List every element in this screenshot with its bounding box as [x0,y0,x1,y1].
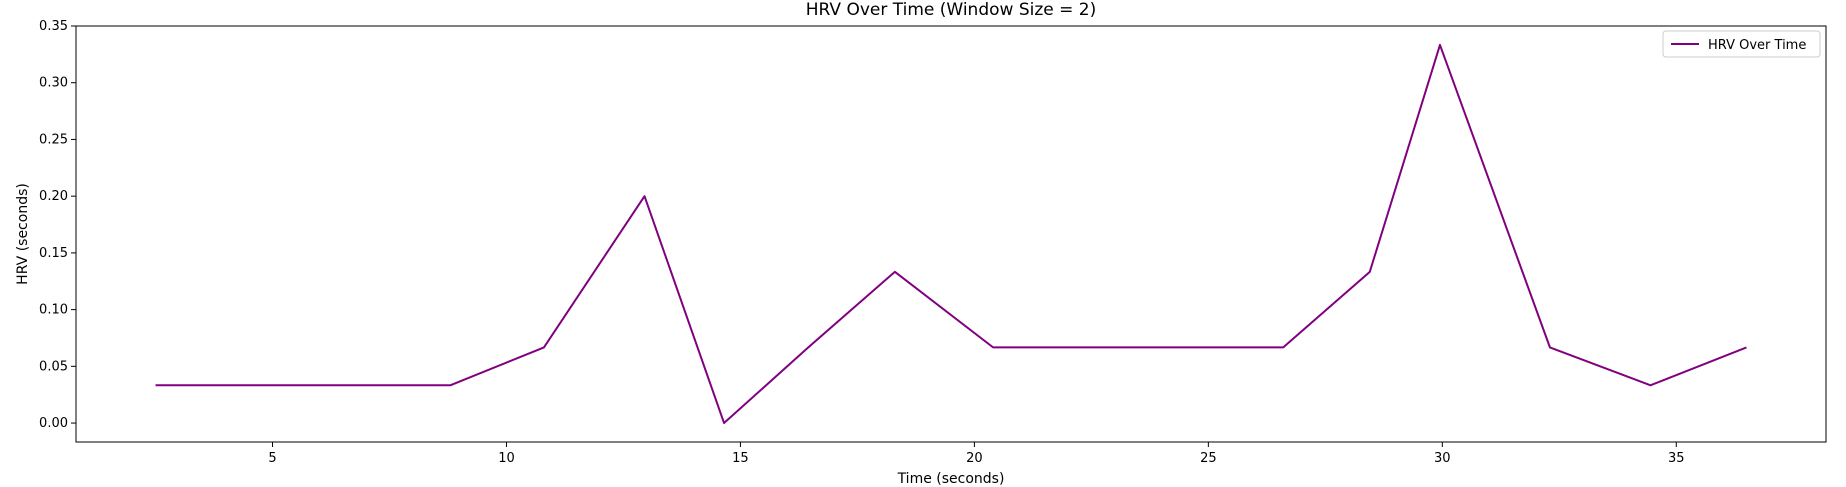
y-tick-label: 0.35 [39,19,68,34]
chart-title: HRV Over Time (Window Size = 2) [806,0,1096,20]
x-tick-label: 5 [268,451,276,466]
legend-label: HRV Over Time [1708,38,1806,53]
y-tick-label: 0.15 [39,246,68,261]
y-tick-label: 0.00 [39,416,68,431]
x-tick-label: 20 [966,451,983,466]
x-axis-label: Time (seconds) [897,471,1005,487]
legend-box [1662,30,1821,58]
plot-area-frame [75,25,1827,443]
y-axis-ticks: 0.00 0.05 0.10 0.15 0.20 0.25 0.30 0.35 [39,19,76,431]
legend: HRV Over Time [1662,30,1821,58]
x-tick-label: 35 [1668,451,1685,466]
series-line-hrv-over-time [155,43,1747,425]
x-tick-label: 30 [1434,451,1451,466]
series-layer [155,43,1747,425]
y-tick-label: 0.20 [39,189,68,204]
x-tick-label: 25 [1200,451,1217,466]
x-axis-ticks: 5 10 15 20 25 30 35 [268,442,1685,466]
y-axis-label: HRV (seconds) [15,183,31,285]
y-tick-label: 0.05 [39,359,68,374]
y-tick-label: 0.25 [39,132,68,147]
y-tick-label: 0.30 [39,76,68,91]
x-tick-label: 15 [732,451,749,466]
x-tick-label: 10 [498,451,515,466]
y-tick-label: 0.10 [39,303,68,318]
